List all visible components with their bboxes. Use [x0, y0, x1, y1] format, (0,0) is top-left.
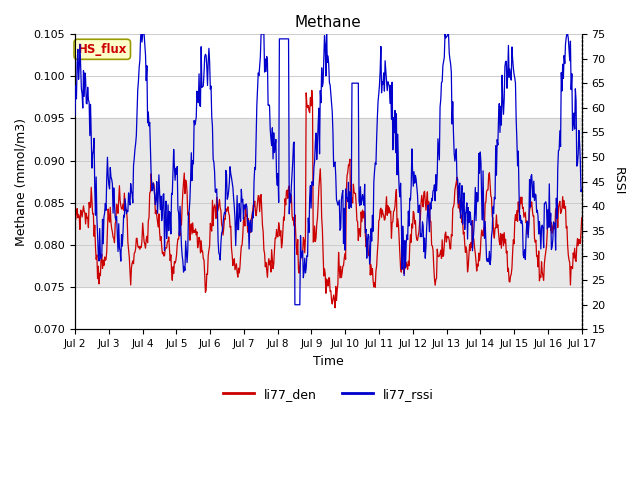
Title: Methane: Methane: [295, 15, 362, 30]
Legend: li77_den, li77_rssi: li77_den, li77_rssi: [218, 383, 439, 406]
X-axis label: Time: Time: [313, 355, 344, 368]
Y-axis label: RSSI: RSSI: [612, 168, 625, 196]
Text: HS_flux: HS_flux: [77, 43, 127, 56]
Y-axis label: Methane (mmol/m3): Methane (mmol/m3): [15, 118, 28, 246]
Bar: [75, 119, 582, 287]
